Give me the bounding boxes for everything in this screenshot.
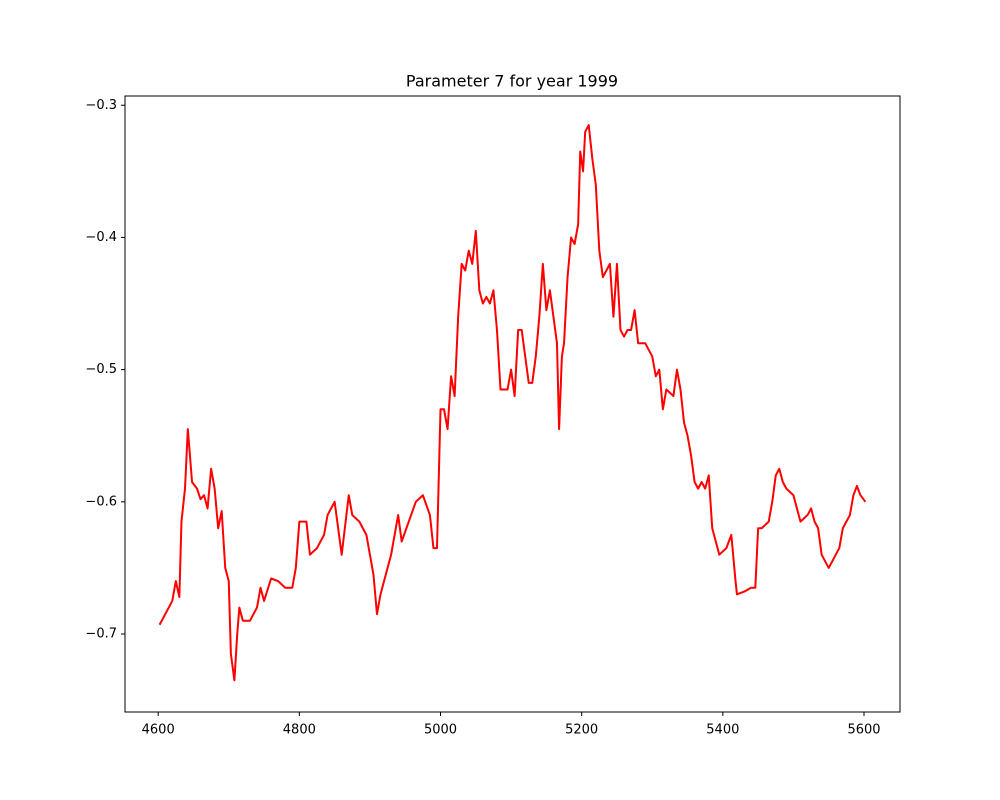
x-tick-label: 5200: [565, 723, 598, 738]
x-tick-label: 5400: [706, 723, 739, 738]
x-tick-label: 5000: [424, 723, 457, 738]
y-tick-label: −0.4: [85, 230, 117, 245]
chart-title: Parameter 7 for year 1999: [406, 72, 618, 91]
y-tick-label: −0.5: [85, 362, 117, 377]
data-line: [158, 124, 867, 682]
x-tick-label: 4800: [283, 723, 316, 738]
y-tick-label: −0.7: [85, 627, 117, 642]
plot-frame: [124, 95, 901, 713]
x-tick-label: 5600: [847, 723, 880, 738]
y-tick-label: −0.3: [85, 98, 117, 113]
y-tick-label: −0.6: [85, 494, 117, 509]
x-tick-label: 4600: [142, 723, 175, 738]
